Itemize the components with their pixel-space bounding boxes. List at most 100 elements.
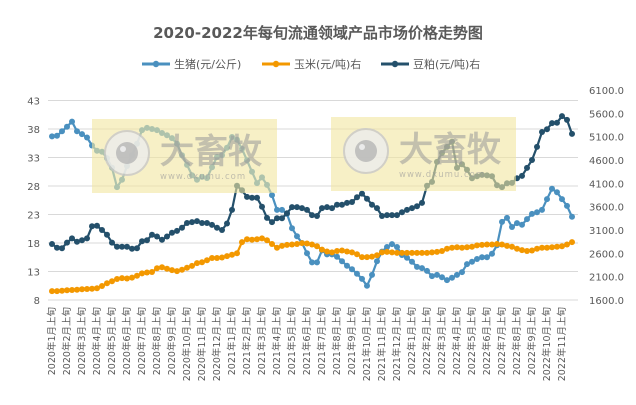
data-point [409, 205, 415, 212]
data-point [134, 245, 140, 252]
data-point [249, 194, 255, 201]
data-point [569, 130, 575, 137]
watermark-brand: 大畜牧 [160, 132, 263, 172]
data-point [94, 222, 100, 229]
data-point [429, 273, 435, 280]
left-y-tick-label: 8 [34, 296, 40, 307]
data-point [544, 196, 550, 203]
data-point [479, 241, 485, 248]
data-point [134, 272, 140, 279]
data-point [199, 220, 205, 226]
data-point [224, 253, 230, 260]
data-point [289, 241, 295, 248]
data-point [554, 189, 560, 196]
data-point [524, 216, 530, 223]
data-point [194, 218, 200, 225]
data-point [234, 250, 240, 257]
data-point [304, 250, 310, 257]
data-point [399, 249, 405, 256]
data-point [414, 249, 420, 256]
data-point [504, 214, 510, 221]
x-axis: 2020年1月上旬 2020年2月上旬 2020年3月上旬 2020年4月上旬 2020… [46, 307, 568, 381]
data-point [424, 249, 430, 256]
series-soybean-meal [49, 113, 575, 252]
x-tick-label: 2021年2月上旬 [241, 307, 253, 375]
data-point [279, 206, 285, 213]
data-point [329, 205, 335, 212]
data-point [369, 271, 375, 278]
data-point [389, 249, 395, 256]
data-point [304, 206, 310, 213]
data-point [309, 259, 315, 266]
right-y-tick-label: 2600.0 [589, 249, 624, 260]
data-point [564, 202, 570, 209]
data-point [79, 237, 85, 244]
x-tick-label: 2021年5月上旬 [286, 307, 298, 375]
data-point [119, 243, 125, 250]
data-point [394, 249, 400, 256]
data-point [89, 285, 95, 292]
data-point [64, 123, 70, 130]
legend-marker-icon [272, 60, 280, 68]
data-point [74, 238, 80, 245]
data-point [439, 248, 445, 254]
data-point [559, 196, 565, 203]
right-y-tick-label: 5100.0 [589, 133, 624, 144]
data-point [534, 209, 540, 216]
legend-marker-icon [152, 60, 160, 68]
data-point [484, 254, 490, 261]
x-tick-label: 2021年7月上旬 [316, 307, 328, 375]
data-point [269, 241, 275, 247]
watermark-brand: 大畜牧 [399, 130, 502, 170]
x-tick-label: 2021年8月上旬 [331, 307, 343, 375]
data-point [514, 245, 520, 252]
data-point [274, 206, 280, 213]
data-point [139, 238, 145, 245]
data-point [464, 244, 470, 251]
data-point [219, 227, 225, 233]
data-point [214, 255, 220, 261]
x-tick-label: 2020年5月上旬 [106, 307, 118, 375]
data-point [154, 265, 160, 272]
data-point [259, 203, 265, 210]
data-point [499, 218, 505, 225]
data-point [519, 247, 525, 254]
data-point [564, 241, 570, 248]
data-point [414, 263, 420, 270]
data-point [109, 239, 115, 246]
x-tick-label: 2021年4月上旬 [271, 307, 283, 375]
data-point [424, 267, 430, 274]
legend-marker-icon [391, 60, 399, 68]
legend-item: 豆粕(元/吨)右 [381, 57, 480, 71]
data-point [59, 287, 65, 294]
data-point [104, 231, 110, 238]
legend-item: 生猪(元/公斤) [142, 57, 241, 71]
data-point [229, 251, 235, 258]
data-point [84, 134, 90, 141]
x-tick-label: 2021年3月上旬 [256, 307, 268, 375]
data-point [404, 249, 410, 256]
data-point [384, 212, 390, 219]
data-point [99, 283, 105, 289]
data-point [399, 209, 405, 216]
data-point [519, 221, 525, 228]
data-point [314, 259, 320, 266]
data-point [184, 220, 190, 226]
data-point [559, 113, 565, 120]
left-y-tick-label: 23 [27, 211, 40, 222]
x-tick-label: 2020年12月上旬 [211, 307, 223, 381]
data-point [204, 220, 210, 226]
x-tick-label: 2020年3月上旬 [76, 307, 88, 375]
data-point [164, 265, 170, 272]
left-y-tick-label: 33 [27, 154, 40, 165]
data-point [444, 277, 450, 284]
x-tick-label: 2020年8月上旬 [151, 307, 163, 375]
left-y-tick-label: 43 [27, 97, 40, 108]
data-point [409, 258, 415, 265]
data-point [379, 213, 385, 219]
left-y-tick-label: 28 [27, 182, 40, 193]
data-point [204, 257, 210, 264]
data-point [354, 270, 360, 277]
data-point [274, 244, 280, 251]
